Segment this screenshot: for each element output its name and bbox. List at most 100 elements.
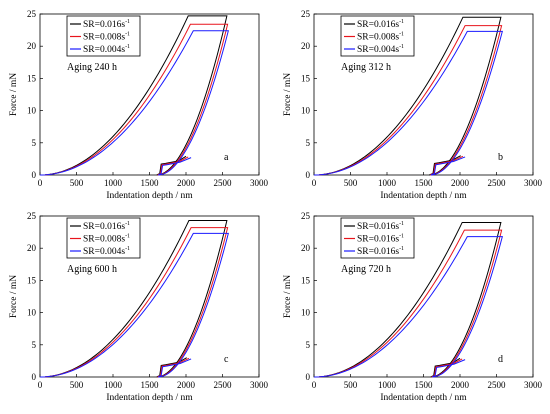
- y-tick-label: 5: [32, 340, 37, 350]
- x-tick-label: 0: [38, 178, 43, 188]
- legend-entry: SR=0.004s-1: [83, 246, 130, 257]
- series-line-3: [313, 236, 503, 378]
- x-tick-label: 1000: [104, 380, 123, 390]
- x-tick-label: 2500: [488, 380, 507, 390]
- panel-letter: b: [498, 152, 503, 163]
- aging-annotation: Aging 600 h: [67, 264, 117, 275]
- legend-entry-exponent: -1: [399, 44, 404, 50]
- x-tick-label: 1000: [378, 380, 397, 390]
- y-tick-label: 10: [301, 106, 311, 116]
- y-tick-label: 25: [27, 9, 37, 19]
- aging-annotation: Aging 312 h: [341, 62, 391, 73]
- x-tick-label: 500: [344, 178, 358, 188]
- series-line-3: [39, 30, 229, 176]
- x-tick-label: 1500: [415, 380, 434, 390]
- x-axis-label: Indentation depth / nm: [380, 191, 467, 201]
- legend-entry: SR=0.016s-1: [83, 221, 130, 232]
- x-tick-label: 1500: [141, 380, 160, 390]
- legend: SR=0.016s-1 SR=0.008s-1SR=0.004s-1: [66, 217, 141, 259]
- series-line-3: [313, 30, 503, 176]
- y-tick-label: 0: [306, 170, 311, 180]
- chart-panel-d: 0 500 1000 1500 2000 2500 3000 0 5 10 15 20 25 Indent…: [283, 211, 543, 403]
- x-tick-label: 0: [38, 380, 43, 390]
- y-axis-label: Force / mN: [9, 73, 19, 116]
- y-tick-label: 20: [301, 243, 311, 253]
- x-axis-label: Indentation depth / nm: [380, 393, 467, 403]
- panel-letter: c: [224, 354, 229, 365]
- series-line-2: [39, 23, 229, 176]
- y-tick-label: 25: [301, 9, 311, 19]
- x-tick-label: 2000: [177, 178, 196, 188]
- x-axis-label: Indentation depth / nm: [106, 191, 193, 201]
- series-reload-line-3: [158, 358, 192, 378]
- y-tick-label: 10: [27, 308, 37, 318]
- legend: SR=0.016s-1 SR=0.008s-1SR=0.004s-1: [340, 15, 415, 57]
- x-tick-label: 2500: [488, 178, 507, 188]
- series-line-1: [39, 15, 228, 176]
- series-line-1: [313, 221, 502, 378]
- series-reload-line-3: [432, 359, 466, 378]
- legend-entry: SR=0.004s-1: [357, 44, 404, 55]
- x-tick-label: 3000: [524, 380, 543, 390]
- x-tick-label: 3000: [524, 178, 543, 188]
- legend-entry: SR=0.008s-1: [83, 234, 130, 245]
- legend-entry: SR=0.016s-1: [357, 234, 404, 245]
- legend: SR=0.016s-1SR=0.016s-1SR=0.016s-1: [340, 217, 415, 259]
- legend-entry: SR=0.016s-1: [357, 19, 404, 30]
- x-tick-label: 1500: [141, 178, 160, 188]
- legend-entry-exponent: -1: [399, 19, 404, 25]
- series-line-2: [39, 227, 229, 378]
- y-tick-label: 25: [27, 211, 37, 221]
- legend-entry-exponent: -1: [399, 32, 404, 38]
- chart-panel-a: 0 500 1000 1500 2000 2500 3000 0 5 10 15 20 25 Indent…: [9, 9, 269, 201]
- x-tick-label: 2500: [214, 178, 233, 188]
- x-tick-label: 3000: [250, 178, 269, 188]
- legend-entry-exponent: -1: [399, 246, 404, 252]
- x-tick-label: 500: [70, 380, 84, 390]
- x-tick-label: 500: [344, 380, 358, 390]
- x-tick-label: 2500: [214, 380, 233, 390]
- legend-entry-exponent: -1: [125, 234, 130, 240]
- legend-entry-exponent: -1: [399, 234, 404, 240]
- y-tick-label: 15: [27, 275, 37, 285]
- x-tick-label: 1000: [378, 178, 397, 188]
- legend-entry: SR=0.016s-1: [357, 221, 404, 232]
- series-line-3: [39, 232, 229, 378]
- legend-entry-exponent: -1: [125, 246, 130, 252]
- x-tick-label: 2000: [177, 380, 196, 390]
- y-tick-label: 10: [301, 308, 311, 318]
- y-tick-label: 15: [27, 73, 37, 83]
- legend-entry: SR=0.004s-1: [83, 44, 130, 55]
- aging-annotation: Aging 240 h: [67, 62, 117, 73]
- chart-panel-c: 0 500 1000 1500 2000 2500 3000 0 5 10 15 20 25 Indent…: [9, 211, 269, 403]
- x-tick-label: 0: [312, 380, 317, 390]
- legend-entry-exponent: -1: [125, 44, 130, 50]
- y-tick-label: 25: [301, 211, 311, 221]
- panel-letter: a: [224, 152, 229, 163]
- y-tick-label: 0: [32, 170, 37, 180]
- y-tick-label: 10: [27, 106, 37, 116]
- legend-entry-exponent: -1: [399, 221, 404, 227]
- legend-entry-exponent: -1: [125, 221, 130, 227]
- x-axis-label: Indentation depth / nm: [106, 393, 193, 403]
- x-tick-label: 3000: [250, 380, 269, 390]
- series-line-1: [39, 220, 228, 378]
- y-tick-label: 20: [27, 243, 37, 253]
- x-tick-label: 2000: [451, 178, 470, 188]
- y-axis-label: Force / mN: [9, 275, 19, 318]
- y-tick-label: 5: [306, 138, 311, 148]
- y-tick-label: 5: [32, 138, 37, 148]
- series-reload-line-3: [158, 157, 192, 176]
- y-tick-label: 5: [306, 340, 311, 350]
- legend-entry: SR=0.016s-1: [83, 19, 130, 30]
- legend-entry-exponent: -1: [125, 19, 130, 25]
- x-tick-label: 1500: [415, 178, 434, 188]
- x-tick-label: 1000: [104, 178, 123, 188]
- legend-entry-exponent: -1: [125, 32, 130, 38]
- legend-entry: SR=0.016s-1: [357, 246, 404, 257]
- series-line-2: [313, 25, 503, 176]
- x-tick-label: 500: [70, 178, 84, 188]
- legend-entry: SR=0.008s-1: [357, 32, 404, 43]
- y-tick-label: 0: [32, 372, 37, 382]
